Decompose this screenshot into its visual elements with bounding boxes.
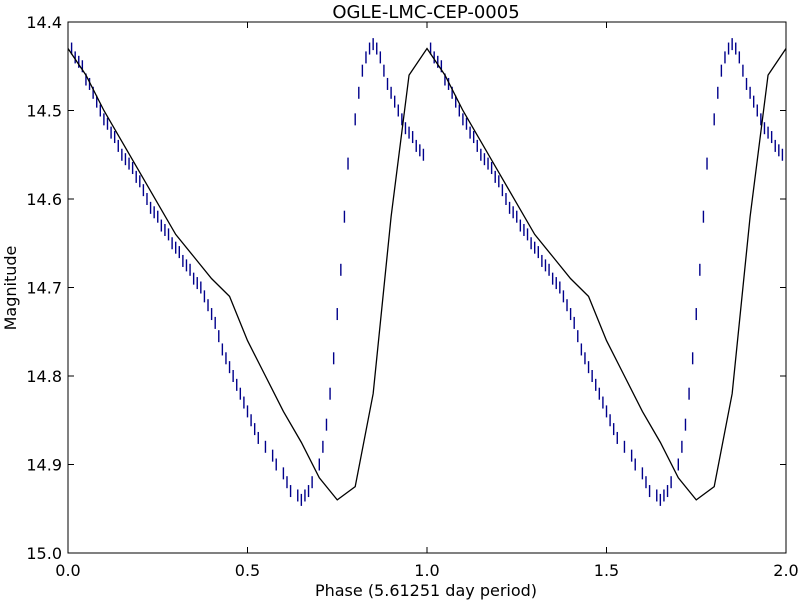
model-curve xyxy=(67,47,787,501)
y-tick-label: 14.8 xyxy=(26,367,62,386)
x-tick-label: 1.5 xyxy=(594,561,619,580)
x-tick-label: 2.0 xyxy=(773,561,798,580)
y-tick-label: 14.4 xyxy=(26,13,62,32)
y-axis-label: Magnitude xyxy=(1,246,20,331)
y-tick-label: 14.5 xyxy=(26,102,62,121)
observations xyxy=(70,38,784,506)
x-tick-label: 0.0 xyxy=(55,561,80,580)
y-axis: 14.4 14.5 14.6 14.7 14.8 14.9 15.0 xyxy=(26,13,786,563)
plot-frame xyxy=(67,21,787,554)
x-axis-label: Phase (5.61251 day period) xyxy=(315,581,537,600)
y-tick-label: 14.9 xyxy=(26,456,62,475)
x-tick-label: 1.0 xyxy=(414,561,439,580)
plot-area xyxy=(67,21,787,554)
chart-title: OGLE-LMC-CEP-0005 xyxy=(332,2,519,23)
y-tick-label: 14.6 xyxy=(26,190,62,209)
x-axis: 0.0 0.5 1.0 1.5 2.0 xyxy=(55,22,799,580)
y-tick-label: 14.7 xyxy=(26,279,62,298)
x-tick-label: 0.5 xyxy=(235,561,260,580)
y-tick-label: 15.0 xyxy=(26,544,62,563)
